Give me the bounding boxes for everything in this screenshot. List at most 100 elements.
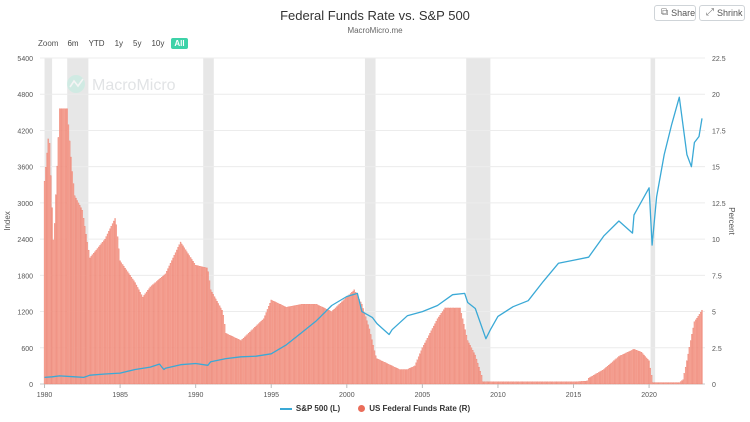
fed-funds-bar <box>453 307 455 385</box>
fed-funds-bar <box>468 342 470 385</box>
fed-funds-bar <box>561 381 563 385</box>
fed-funds-bar <box>566 381 568 385</box>
shrink-button-label: Shrink <box>717 8 743 18</box>
fed-funds-bar <box>701 309 703 385</box>
fed-funds-bar <box>89 257 91 385</box>
fed-funds-bar <box>43 181 46 385</box>
y-left-tick-label: 4800 <box>17 92 33 99</box>
fed-funds-bar <box>48 143 51 385</box>
zoom-5y-button[interactable]: 5y <box>133 39 142 48</box>
fed-funds-bar <box>487 381 489 385</box>
shrink-button[interactable]: ⤢ Shrink <box>699 5 745 21</box>
fed-funds-bar <box>79 205 81 385</box>
fed-funds-bar <box>121 264 124 385</box>
fed-funds-bar <box>273 301 275 385</box>
fed-funds-bar <box>491 381 493 385</box>
fed-funds-bar <box>614 359 616 385</box>
zoom-all-button[interactable]: All <box>171 38 188 49</box>
fed-funds-bar <box>55 194 57 385</box>
fed-funds-bar <box>183 247 185 385</box>
fed-funds-bar <box>540 381 542 385</box>
fed-funds-bar <box>283 305 285 385</box>
fed-funds-bar <box>482 381 484 385</box>
fed-funds-bar <box>343 299 345 385</box>
fed-funds-bar <box>114 218 116 385</box>
fed-funds-bar <box>671 382 673 385</box>
fed-funds-bar <box>382 361 384 385</box>
fed-funds-bar <box>190 257 192 385</box>
fed-funds-bar <box>523 381 526 385</box>
legend-label-fed-funds: US Federal Funds Rate (R) <box>369 404 471 413</box>
fed-funds-bar <box>378 359 381 385</box>
fed-funds-bar <box>669 382 672 385</box>
fed-funds-bar <box>604 368 606 385</box>
y-left-tick-label: 5400 <box>17 56 33 63</box>
fed-funds-bar <box>59 108 61 385</box>
fed-funds-bar <box>84 226 86 385</box>
fed-funds-bar <box>385 362 387 385</box>
fed-funds-bar <box>188 255 191 385</box>
legend-item-fed-funds[interactable]: US Federal Funds Rate (R) <box>358 404 470 413</box>
fed-funds-bar <box>650 375 653 385</box>
fed-funds-bar <box>584 381 586 385</box>
fed-funds-bar <box>434 323 436 385</box>
fed-funds-bar <box>527 381 529 385</box>
fed-funds-bar <box>152 284 154 385</box>
x-tick-label: 2020 <box>641 392 657 399</box>
fed-funds-bar <box>250 330 252 385</box>
fed-funds-bar <box>691 334 693 385</box>
fed-funds-bar <box>351 292 353 385</box>
share-button[interactable]: ⧉ Share <box>654 5 696 21</box>
fed-funds-bar <box>412 366 415 385</box>
zoom-10y-button[interactable]: 10y <box>151 39 165 48</box>
fed-funds-bar <box>424 342 426 385</box>
fed-funds-bar <box>459 307 461 385</box>
fed-funds-bar <box>348 294 350 385</box>
x-tick-label: 1995 <box>263 392 279 399</box>
fed-funds-bar <box>632 349 634 385</box>
fed-funds-bar <box>230 335 232 385</box>
fed-funds-bar <box>605 367 607 385</box>
fed-funds-bar <box>62 108 65 385</box>
fed-funds-bar <box>196 265 198 385</box>
fed-funds-bar <box>551 381 553 385</box>
fed-funds-bar <box>681 380 683 385</box>
fed-funds-bar <box>555 381 557 385</box>
fed-funds-bar <box>474 354 476 385</box>
fed-funds-bar <box>275 302 277 385</box>
zoom-1y-button[interactable]: 1y <box>114 39 124 48</box>
fed-funds-bar <box>346 296 348 385</box>
fed-funds-bar <box>53 223 56 385</box>
fed-funds-bar <box>110 226 112 385</box>
fed-funds-bar <box>401 369 403 385</box>
fed-funds-bar <box>90 256 92 385</box>
fed-funds-bar <box>94 251 96 385</box>
fed-funds-bar <box>320 306 323 385</box>
legend-item-sp500[interactable]: S&P 500 (L) <box>279 404 340 413</box>
fed-funds-bar <box>615 358 617 385</box>
fed-funds-bar <box>627 352 629 385</box>
fed-funds-bar <box>383 362 386 385</box>
fed-funds-bar <box>458 307 460 385</box>
fed-funds-bar <box>127 271 129 385</box>
fed-funds-bar <box>489 381 492 385</box>
fed-funds-bar <box>435 321 437 385</box>
fed-funds-bar <box>164 273 167 385</box>
fed-funds-bar <box>601 370 604 385</box>
fed-funds-bar <box>145 291 148 385</box>
zoom-label: Zoom <box>38 39 59 48</box>
y-right-axis-label: Percent <box>727 207 736 235</box>
recession-band-3 <box>364 58 376 384</box>
fed-funds-bar <box>556 381 558 385</box>
fed-funds-bar <box>229 334 231 385</box>
fed-funds-bar <box>123 266 125 385</box>
zoom-ytd-button[interactable]: YTD <box>88 39 105 48</box>
x-tick-label: 1980 <box>37 392 53 399</box>
fed-funds-bar <box>268 306 270 385</box>
fed-funds-bar <box>497 381 499 385</box>
fed-funds-bar <box>593 375 595 385</box>
zoom-6m-button[interactable]: 6m <box>67 39 79 48</box>
fed-funds-bar <box>410 367 412 385</box>
fed-funds-bar <box>302 304 304 385</box>
